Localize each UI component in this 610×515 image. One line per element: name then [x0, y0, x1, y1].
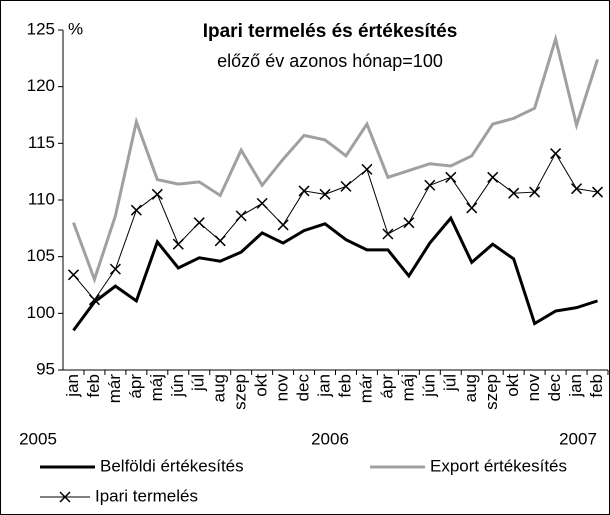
x-tick-label: jan: [566, 374, 585, 398]
x-tick-label: feb: [84, 374, 103, 398]
chart-subtitle: előző év azonos hónap=100: [217, 51, 443, 71]
y-tick-label: 100: [27, 303, 55, 322]
y-tick-label: 115: [28, 133, 55, 152]
x-tick-label: jan: [63, 374, 82, 398]
marker: [172, 238, 184, 250]
y-tick-label: 125: [27, 19, 55, 38]
y-tick-label: 95: [36, 359, 55, 378]
marker: [424, 179, 436, 191]
x-tick-label: dec: [545, 374, 564, 402]
marker: [319, 188, 331, 200]
x-tick-label: okt: [252, 374, 271, 397]
year-label: 2007: [559, 429, 597, 448]
legend-label: Belföldi értékesítés: [100, 456, 244, 475]
marker: [298, 185, 310, 197]
x-tick-label: feb: [587, 374, 606, 398]
x-tick-label: okt: [503, 374, 522, 397]
marker: [277, 219, 289, 231]
x-tick-label: máj: [398, 374, 417, 401]
y-tick-label: 120: [27, 76, 55, 95]
y-tick-label: 110: [28, 189, 55, 208]
marker: [67, 269, 80, 281]
marker: [591, 186, 604, 198]
x-tick-label: nov: [524, 374, 543, 402]
x-tick-label: júl: [189, 374, 208, 392]
marker: [382, 228, 394, 240]
x-tick-label: már: [105, 374, 124, 404]
marker: [151, 188, 163, 200]
marker: [235, 210, 247, 222]
x-tick-label: jún: [168, 374, 187, 398]
y-tick-label: 105: [27, 246, 55, 265]
x-tick-label: aug: [461, 374, 480, 402]
x-tick-label: szep: [482, 374, 501, 410]
x-tick-label: máj: [147, 374, 166, 401]
x-tick-label: ápr: [377, 374, 396, 399]
marker: [487, 171, 499, 183]
x-tick-label: jan: [315, 374, 334, 398]
marker: [529, 186, 541, 198]
x-tick-label: ápr: [126, 374, 145, 399]
legend-label: Export értékesítés: [430, 456, 567, 475]
x-tick-label: júl: [440, 374, 459, 392]
year-label: 2006: [311, 429, 349, 448]
y-unit: %: [68, 19, 83, 38]
x-tick-label: már: [356, 374, 375, 404]
marker: [130, 204, 142, 216]
x-tick-label: nov: [273, 374, 292, 402]
legend-label: Ipari termelés: [95, 486, 198, 505]
marker: [571, 183, 583, 195]
line: [72, 215, 598, 332]
marker: [88, 294, 100, 306]
x-tick-label: feb: [335, 374, 354, 398]
year-label: 2005: [19, 429, 57, 448]
marker: [256, 197, 268, 209]
marker: [361, 163, 373, 175]
x-tick-label: szep: [231, 374, 250, 410]
marker: [445, 171, 457, 183]
line: [72, 33, 599, 284]
chart-title: Ipari termelés és értékesítés: [203, 21, 458, 42]
x-tick-label: dec: [294, 374, 313, 402]
marker: [340, 180, 352, 192]
x-tick-label: aug: [210, 374, 229, 402]
x-tick-label: jún: [419, 374, 438, 398]
marker: [508, 187, 520, 199]
marker: [59, 491, 71, 503]
marker: [550, 148, 562, 160]
marker: [109, 263, 121, 275]
marker: [193, 217, 205, 229]
marker: [403, 217, 415, 229]
marker: [214, 235, 226, 247]
marker: [466, 202, 478, 214]
